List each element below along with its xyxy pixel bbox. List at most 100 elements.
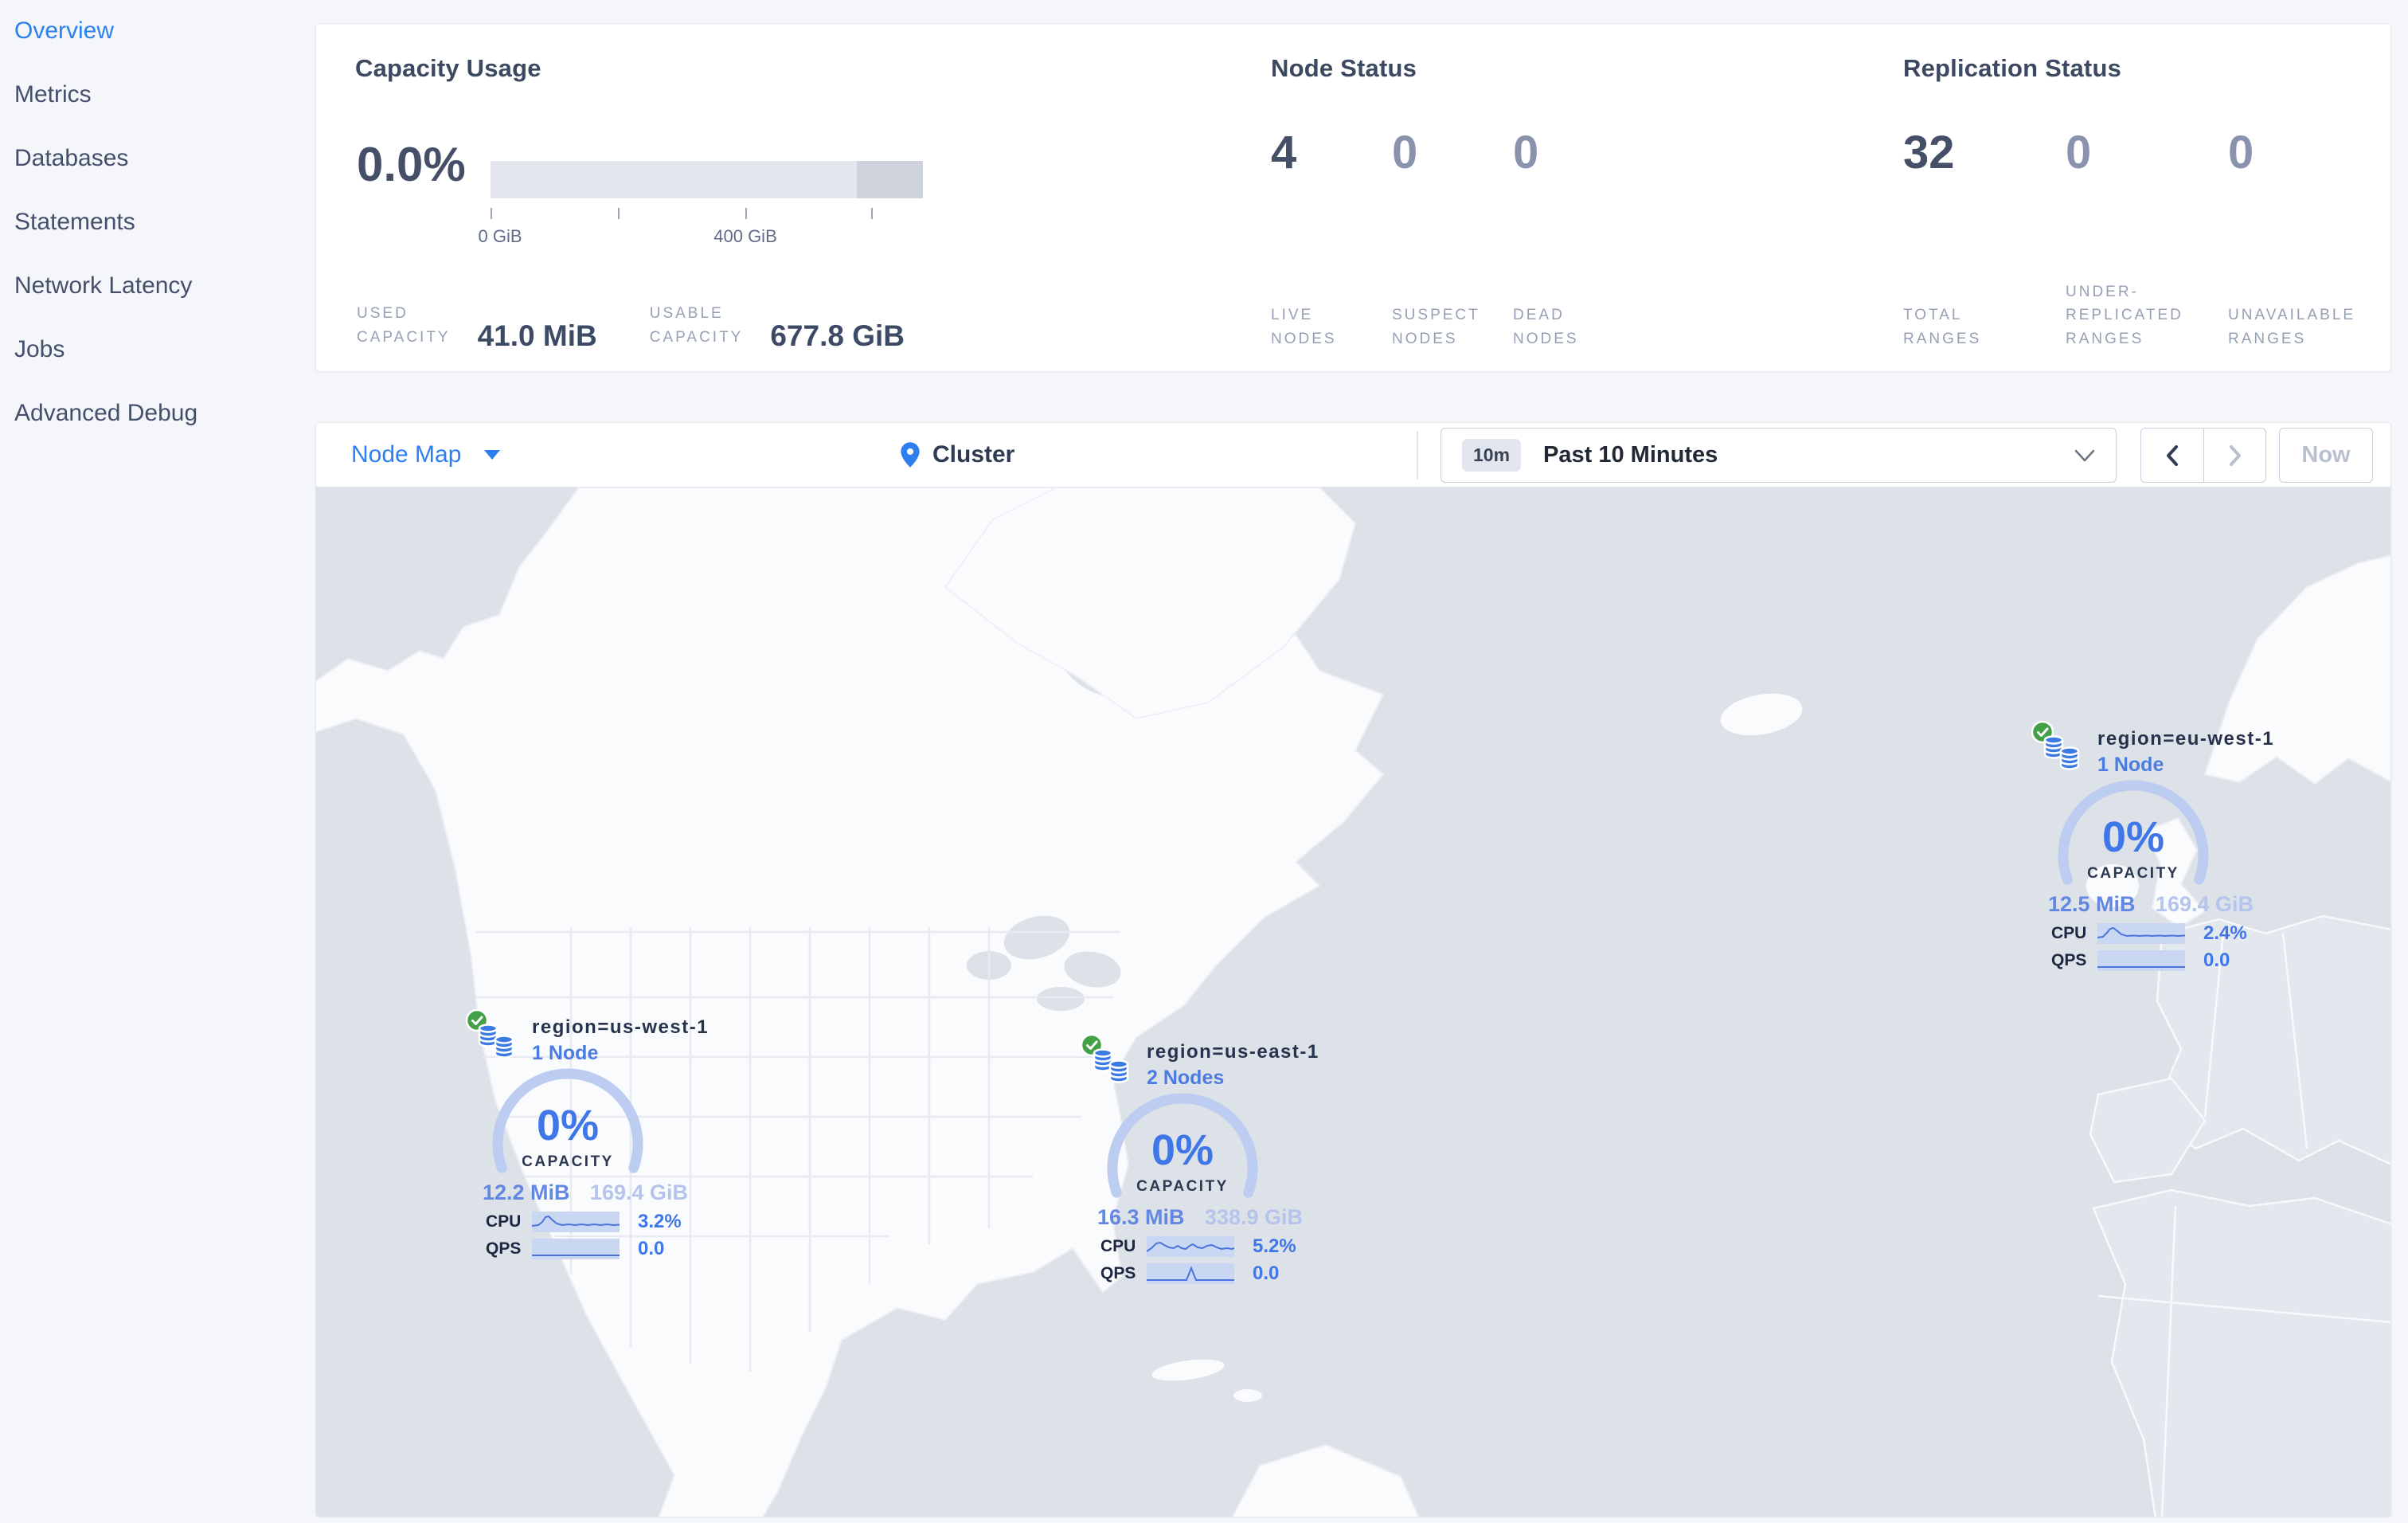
view-mode-label: Node Map	[351, 441, 462, 468]
live-nodes-count: 4	[1271, 127, 1297, 178]
time-range-dropdown[interactable]: 10m Past 10 Minutes	[1440, 428, 2117, 483]
capacity-gauge-arc	[2058, 780, 2209, 885]
region-node-count[interactable]: 2 Nodes	[1147, 1067, 1225, 1089]
node-map-panel: Node Map Cluster 10m Past 10 Minutes Now	[315, 422, 2391, 1517]
caret-down-icon	[484, 450, 501, 460]
region-label: region=us-west-1	[532, 1016, 710, 1038]
capacity-tick	[745, 208, 747, 219]
region-marker-us-west-1[interactable]: region=us-west-1 1 Node 0% CAPACITY 12.2…	[465, 1008, 708, 1265]
region-usable-capacity: 169.4 GiB	[589, 1180, 688, 1204]
sidebar-item-advanced-debug[interactable]: Advanced Debug	[14, 400, 198, 426]
unavailable-ranges-count: 0	[2228, 127, 2254, 178]
cpu-metric-row: CPU 3.2%	[486, 1210, 699, 1234]
sidebar: Overview Metrics Databases Statements Ne…	[0, 0, 315, 1523]
world-map-graphic	[316, 487, 2390, 1517]
cpu-metric-row: CPU 2.4%	[2051, 922, 2265, 946]
world-map[interactable]: region=us-west-1 1 Node 0% CAPACITY 12.2…	[316, 487, 2390, 1517]
database-nodes-icon	[2042, 732, 2083, 773]
region-marker-us-east-1[interactable]: region=us-east-1 2 Nodes 0% CAPACITY 16.…	[1080, 1033, 1319, 1290]
sidebar-item-overview[interactable]: Overview	[14, 18, 115, 44]
suspect-nodes-label: SUSPECT NODES	[1392, 307, 1480, 347]
qps-value: 0.0	[638, 1238, 665, 1259]
sidebar-item-databases[interactable]: Databases	[14, 145, 129, 171]
unavailable-ranges-label: UNAVAILABLE RANGES	[2228, 307, 2356, 347]
qps-sparkline	[532, 1239, 620, 1259]
time-range-badge: 10m	[1462, 439, 1522, 472]
usable-capacity-label: USABLE CAPACITY	[649, 305, 744, 346]
region-node-count[interactable]: 1 Node	[532, 1042, 599, 1064]
node-status-section: Node Status 4 0 0 LIVE NODES SUSPECT NOD…	[1271, 24, 1828, 371]
qps-value: 0.0	[1253, 1263, 1280, 1284]
capacity-bar: 0 GiB 400 GiB	[478, 161, 923, 246]
view-mode-dropdown[interactable]: Node Map	[351, 423, 501, 487]
cpu-label: CPU	[1100, 1237, 1136, 1255]
sidebar-item-statements[interactable]: Statements	[14, 209, 135, 235]
capacity-usage-section: Capacity Usage 0.0% 0 GiB 400 GiB USED C…	[355, 24, 1231, 371]
qps-metric-row: QPS 0.0	[486, 1237, 699, 1261]
qps-label: QPS	[1100, 1264, 1136, 1282]
map-toolbar: Node Map Cluster 10m Past 10 Minutes Now	[316, 423, 2390, 487]
cpu-label: CPU	[2051, 924, 2087, 942]
chevron-right-icon	[2229, 444, 2241, 466]
total-ranges-label: TOTAL RANGES	[1903, 307, 1982, 347]
time-prev-button[interactable]	[2141, 429, 2203, 482]
region-node-count[interactable]: 1 Node	[2097, 754, 2164, 776]
region-capacity-label: CAPACITY	[522, 1153, 614, 1170]
capacity-bar-reserved-segment	[857, 161, 923, 198]
node-status-title: Node Status	[1271, 54, 1417, 82]
capacity-gauge-arc	[1107, 1093, 1258, 1198]
database-nodes-icon	[476, 1020, 518, 1062]
dead-nodes-count: 0	[1513, 127, 1539, 178]
chevron-left-icon	[2167, 444, 2178, 466]
total-ranges-count: 32	[1903, 127, 1955, 178]
time-next-button[interactable]	[2203, 429, 2265, 482]
capacity-tick	[491, 208, 492, 219]
sidebar-item-metrics[interactable]: Metrics	[14, 81, 92, 108]
now-button[interactable]: Now	[2279, 428, 2373, 483]
capacity-bar-track	[491, 161, 923, 198]
breadcrumb: Cluster	[899, 423, 1014, 487]
live-nodes-label: LIVE NODES	[1271, 307, 1337, 347]
region-capacity-percent: 0%	[2101, 813, 2165, 861]
region-capacity-values: 12.5 MiB 169.4 GiB	[2048, 892, 2254, 917]
toolbar-divider	[1417, 431, 1418, 480]
qps-value: 0.0	[2203, 949, 2230, 971]
cpu-sparkline	[532, 1212, 620, 1232]
region-usable-capacity: 169.4 GiB	[2155, 892, 2254, 916]
time-range-label: Past 10 Minutes	[1543, 442, 1718, 468]
qps-metric-row: QPS 0.0	[1100, 1262, 1314, 1286]
dead-nodes-label: DEAD NODES	[1513, 307, 1579, 347]
capacity-tick-label-0: 0 GiB	[478, 226, 522, 246]
region-capacity-percent: 0%	[536, 1102, 600, 1149]
time-nav-group	[2140, 428, 2266, 483]
replication-status-section: Replication Status 32 0 0 TOTAL RANGES U…	[1903, 24, 2392, 371]
suspect-nodes-count: 0	[1392, 127, 1418, 178]
breadcrumb-cluster[interactable]: Cluster	[932, 441, 1015, 468]
region-used-capacity: 12.2 MiB	[483, 1180, 570, 1204]
region-marker-eu-west-1[interactable]: region=eu-west-1 1 Node 0% CAPACITY 12.5…	[2031, 720, 2273, 977]
under-replicated-ranges-label: UNDER- REPLICATED RANGES	[2066, 283, 2183, 347]
under-replicated-ranges-count: 0	[2066, 127, 2092, 178]
cpu-metric-row: CPU 5.2%	[1100, 1235, 1314, 1259]
usable-capacity-stat: USABLE CAPACITY 677.8 GiB	[649, 302, 905, 352]
cpu-value: 2.4%	[2203, 922, 2247, 944]
cpu-sparkline	[1147, 1236, 1234, 1257]
qps-label: QPS	[2051, 951, 2087, 969]
used-capacity-value: 41.0 MiB	[477, 319, 597, 352]
region-capacity-values: 12.2 MiB 169.4 GiB	[483, 1180, 688, 1205]
chevron-down-icon	[2074, 449, 2095, 461]
region-capacity-label: CAPACITY	[2087, 865, 2179, 882]
qps-label: QPS	[486, 1239, 522, 1258]
region-usable-capacity: 338.9 GiB	[1204, 1205, 1303, 1229]
region-capacity-percent: 0%	[1151, 1126, 1214, 1174]
region-label: region=us-east-1	[1147, 1041, 1319, 1063]
region-capacity-label: CAPACITY	[1136, 1178, 1229, 1195]
map-pin-icon	[901, 442, 920, 468]
region-used-capacity: 16.3 MiB	[1097, 1205, 1185, 1229]
sidebar-item-network-latency[interactable]: Network Latency	[14, 272, 193, 299]
sidebar-item-jobs[interactable]: Jobs	[14, 336, 65, 362]
cpu-sparkline	[2097, 923, 2185, 944]
replication-status-title: Replication Status	[1903, 54, 2122, 82]
region-capacity-values: 16.3 MiB 338.9 GiB	[1097, 1205, 1303, 1230]
qps-sparkline	[2097, 950, 2185, 971]
